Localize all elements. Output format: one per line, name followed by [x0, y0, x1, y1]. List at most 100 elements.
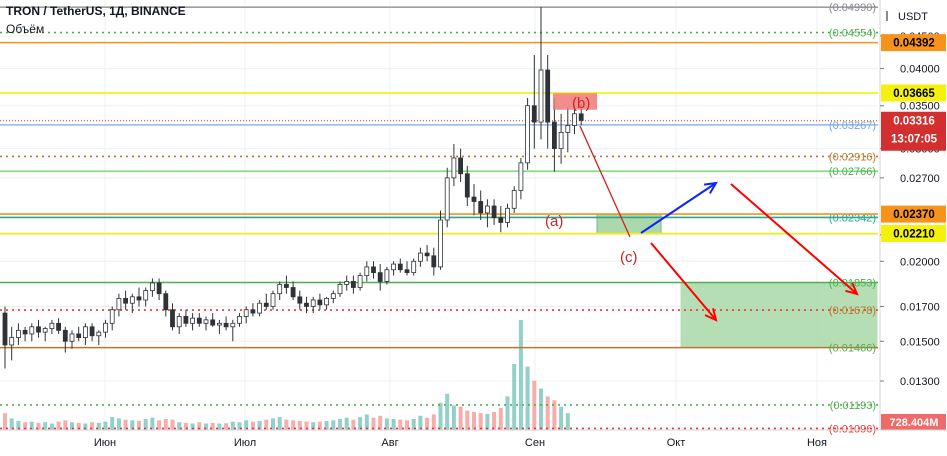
volume-tag: 728.404M [890, 417, 939, 429]
volume-bar [438, 402, 443, 430]
candle-body [565, 125, 571, 133]
volume-bar [130, 420, 135, 430]
time-axis-label: Ноя [807, 437, 827, 449]
volume-bar [257, 420, 262, 430]
candle-body [149, 282, 155, 291]
volume-bar [518, 320, 523, 430]
volume-bar [472, 411, 476, 430]
volume-bar [250, 421, 255, 430]
level-price-tag: 0.04392 [893, 38, 935, 50]
fib-level-label: (0.03267) [829, 120, 876, 132]
candle-body [42, 328, 48, 333]
volume-bar [103, 421, 108, 430]
volume-bar [83, 423, 88, 430]
candle-body [357, 275, 363, 288]
volume-bar [210, 422, 215, 430]
volume-bar [16, 420, 21, 430]
volume-bar [150, 417, 155, 430]
candle-body [290, 287, 296, 298]
fib-level-label: (0.02916) [829, 151, 876, 163]
volume-bar [29, 421, 34, 430]
price-tick-label: 0.02000 [900, 256, 940, 268]
candle-body [143, 290, 149, 301]
fib-level-label: (0.01678) [829, 305, 876, 317]
volume-bar [351, 419, 356, 430]
level-price-tag: 0.02370 [893, 209, 935, 221]
bearish-arrow-long-head [845, 282, 859, 296]
volume-bar [123, 419, 128, 430]
volume-bar [304, 421, 309, 430]
candle-countdown: 13:07:05 [891, 134, 938, 146]
volume-bar [170, 419, 175, 430]
volume-bar [478, 413, 483, 430]
fib-level-label: (0.02766) [829, 166, 876, 178]
wave-b-zone [553, 93, 597, 110]
candle-body [103, 322, 108, 333]
volume-bar [338, 419, 342, 430]
candle-body [350, 281, 356, 288]
volume-bar [291, 420, 296, 430]
candle-body [545, 69, 551, 123]
volume-bar [9, 418, 14, 430]
candle-body [223, 322, 229, 328]
volume-bar [384, 418, 389, 430]
candle-body [404, 269, 410, 274]
candle-body [505, 207, 510, 223]
volume-bar [90, 422, 95, 430]
fib-level-label: (0.02342) [829, 212, 876, 224]
price-tick-label: 0.01300 [900, 376, 940, 388]
volume-bar [110, 417, 115, 430]
volume-bar [311, 422, 316, 430]
candle-body [304, 302, 309, 307]
candle-body [270, 293, 276, 307]
volume-bar [63, 420, 68, 430]
candle-body [89, 326, 95, 337]
volume-bar [364, 414, 369, 430]
volume-bar [371, 417, 376, 430]
candle-body [210, 319, 216, 326]
volume-tag-bg [881, 414, 946, 430]
price-tick-label: 0.04000 [900, 64, 940, 76]
volume-bar [163, 419, 168, 430]
volume-bar [264, 419, 269, 430]
price-tick-label: 0.02700 [900, 173, 940, 185]
volume-bar [23, 422, 28, 430]
volume-bar [505, 396, 510, 430]
volume-bar [177, 422, 182, 430]
candle-body [578, 113, 584, 121]
bearish-arrow-short [650, 242, 717, 321]
volume-bar [157, 420, 162, 430]
volume-bar [277, 417, 282, 430]
volume-bar [116, 418, 121, 430]
wave-label-b: (b) [572, 95, 590, 112]
candle-body [478, 201, 484, 214]
level-price-tag: 0.02210 [893, 229, 935, 241]
candle-body [464, 173, 470, 198]
fib-level-label: (0.01466) [829, 343, 876, 355]
volume-bar [197, 422, 202, 430]
volume-bar [539, 388, 543, 430]
chart-title: TRON / TetherUS, 1Д, BINANCE [6, 4, 186, 18]
candle-body [377, 272, 383, 282]
volume-bar [70, 422, 74, 430]
wave-c-path [579, 125, 631, 238]
candle-body [156, 282, 162, 295]
volume-bar [317, 421, 322, 430]
candle-body [237, 316, 242, 324]
volume-bar [271, 418, 275, 430]
volume-bar [183, 422, 188, 430]
candle-body [15, 329, 21, 338]
candle-body [384, 269, 390, 282]
candle-body [203, 319, 209, 324]
volume-bar [485, 413, 490, 430]
candle-body [9, 337, 15, 346]
volume-bar [284, 419, 289, 430]
candle-body [176, 316, 182, 328]
candle-body [29, 326, 35, 335]
volume-bar [545, 396, 550, 430]
volume-bar [344, 417, 349, 430]
volume-bar [137, 420, 141, 430]
volume-bar [405, 420, 409, 430]
